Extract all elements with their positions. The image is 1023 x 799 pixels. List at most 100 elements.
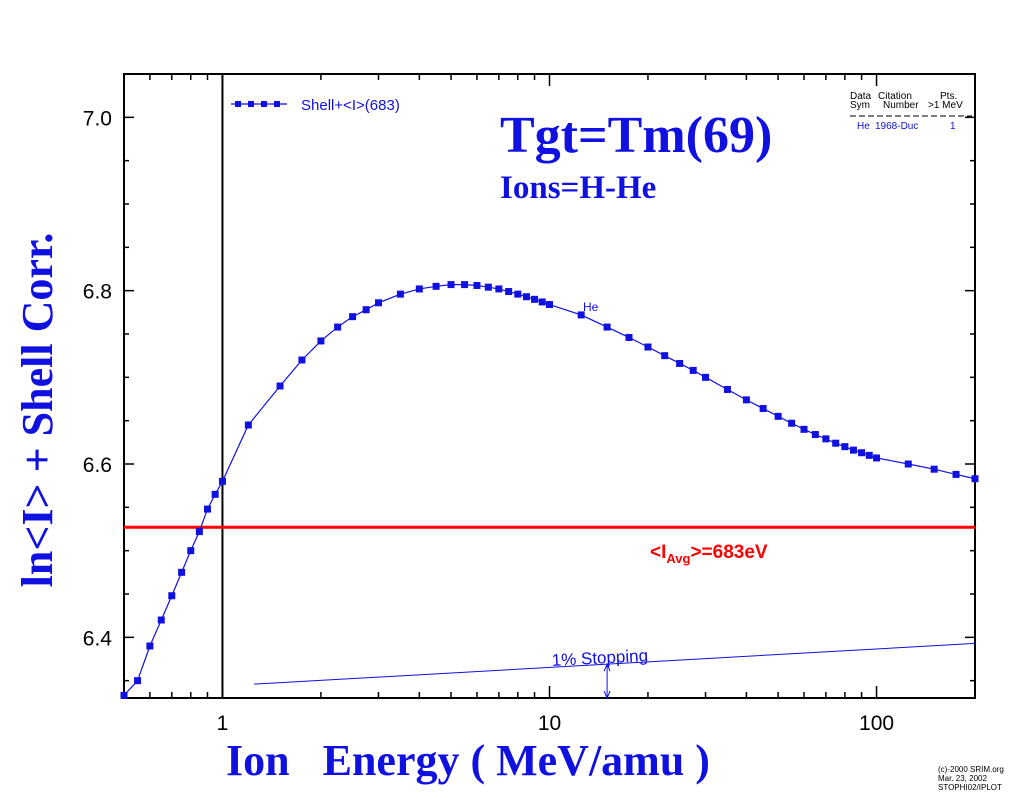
data-point (334, 323, 342, 331)
data-point (514, 290, 522, 298)
copyright-block: (c)-2000 SRIM.org Mar. 23, 2002 STOPHI02… (938, 765, 1004, 792)
data-point (168, 592, 176, 600)
y-tick-label: 7.0 (83, 107, 112, 130)
citation-header-number: Number (883, 100, 919, 111)
avg-label-start: <I (650, 542, 666, 563)
data-point (832, 439, 840, 447)
data-point (858, 449, 866, 457)
data-point (971, 475, 979, 483)
data-point (349, 313, 357, 321)
data-point (841, 443, 849, 451)
data-point (362, 306, 370, 314)
data-point (276, 382, 284, 390)
legend-marker (235, 101, 241, 107)
x-tick-label: 1 (217, 712, 229, 735)
citation-box: Data Citation Pts. Sym Number >1 MeV He … (850, 91, 972, 132)
data-point (873, 454, 881, 462)
data-point (676, 359, 684, 367)
data-point (461, 281, 469, 289)
data-point (218, 477, 226, 485)
data-point (661, 352, 669, 360)
citation-header-pts: Pts. (940, 91, 957, 102)
stopping-arrow (603, 662, 611, 700)
data-point (505, 288, 513, 296)
data-point (317, 337, 325, 345)
citation-header-data: Data (850, 91, 872, 102)
data-point (930, 465, 938, 473)
legend-marker (248, 101, 254, 107)
series-markers (120, 281, 979, 699)
y-tick-label: 6.6 (83, 454, 112, 477)
x-tick-label: 100 (859, 712, 894, 735)
data-point (531, 295, 539, 303)
he-point-label: He (583, 300, 599, 314)
data-point (178, 568, 186, 576)
data-point (625, 333, 633, 341)
legend-label: Shell+<I>(683) (301, 97, 400, 114)
data-point (522, 293, 530, 301)
y-axis-title: ln<I> + Shell Corr. (13, 233, 62, 588)
citation-row-sym: He (857, 121, 870, 132)
citation-header-citation: Citation (878, 91, 912, 102)
data-point (702, 373, 710, 381)
stopping-arrow-head-down (603, 690, 611, 700)
data-point (484, 283, 492, 291)
avg-label-end: >=683eV (690, 542, 767, 563)
x-axis-title: Ion Energy ( MeV/amu ) (226, 736, 710, 785)
data-point (134, 677, 142, 685)
citation-header-mev: >1 MeV (928, 100, 963, 111)
data-point (822, 435, 830, 443)
citation-row-pts: 1 (950, 121, 956, 132)
data-point (865, 451, 873, 459)
data-point (120, 691, 128, 699)
legend-marker (261, 101, 267, 107)
citation-header-sym: Sym (850, 100, 870, 111)
data-point (603, 323, 611, 331)
x-tick-label: 10 (538, 712, 561, 735)
avg-label-subscript: Avg (666, 551, 690, 566)
data-point (203, 505, 211, 513)
copyright-line: (c)-2000 SRIM.org (938, 765, 1004, 774)
data-point (432, 282, 440, 290)
data-point (577, 311, 585, 319)
data-point (759, 405, 767, 413)
data-point (788, 419, 796, 427)
stopping-line (254, 642, 976, 685)
data-point (473, 281, 481, 289)
y-ticks: 6.4 6.6 6.8 7.0 (83, 107, 975, 682)
data-point (538, 298, 546, 306)
data-point (187, 547, 195, 555)
data-point (811, 431, 819, 439)
average-i-label: <IAvg>=683eV (650, 542, 768, 566)
data-point (211, 490, 219, 498)
data-point (849, 446, 857, 454)
data-point (195, 528, 203, 536)
y-tick-label: 6.4 (83, 627, 113, 650)
data-point (723, 385, 731, 393)
legend: Shell+<I>(683) (231, 97, 400, 114)
data-point (546, 301, 553, 309)
data-point (774, 412, 782, 420)
data-point (244, 421, 252, 429)
copyright-program: STOPHI02/IPLOT (938, 783, 1002, 792)
stopping-arrow-head-up (603, 662, 611, 672)
y-tick-label: 6.8 (83, 281, 112, 304)
data-point (644, 343, 652, 351)
data-point (904, 460, 912, 468)
series-line (123, 284, 976, 696)
data-point (157, 616, 165, 624)
data-point (146, 642, 154, 650)
legend-marker (274, 101, 280, 107)
data-point (396, 290, 404, 298)
data-point (742, 396, 750, 404)
x-ticks: 1 10 100 (123, 74, 976, 735)
citation-row-number: 1968-Duc (875, 121, 918, 132)
chart-subtitle: Ions=H-He (500, 170, 656, 206)
stopping-label: 1% Stopping (551, 646, 648, 670)
data-point (800, 425, 808, 433)
data-point (495, 285, 503, 293)
data-point (415, 285, 423, 293)
data-point (689, 366, 697, 374)
data-point (374, 299, 382, 307)
